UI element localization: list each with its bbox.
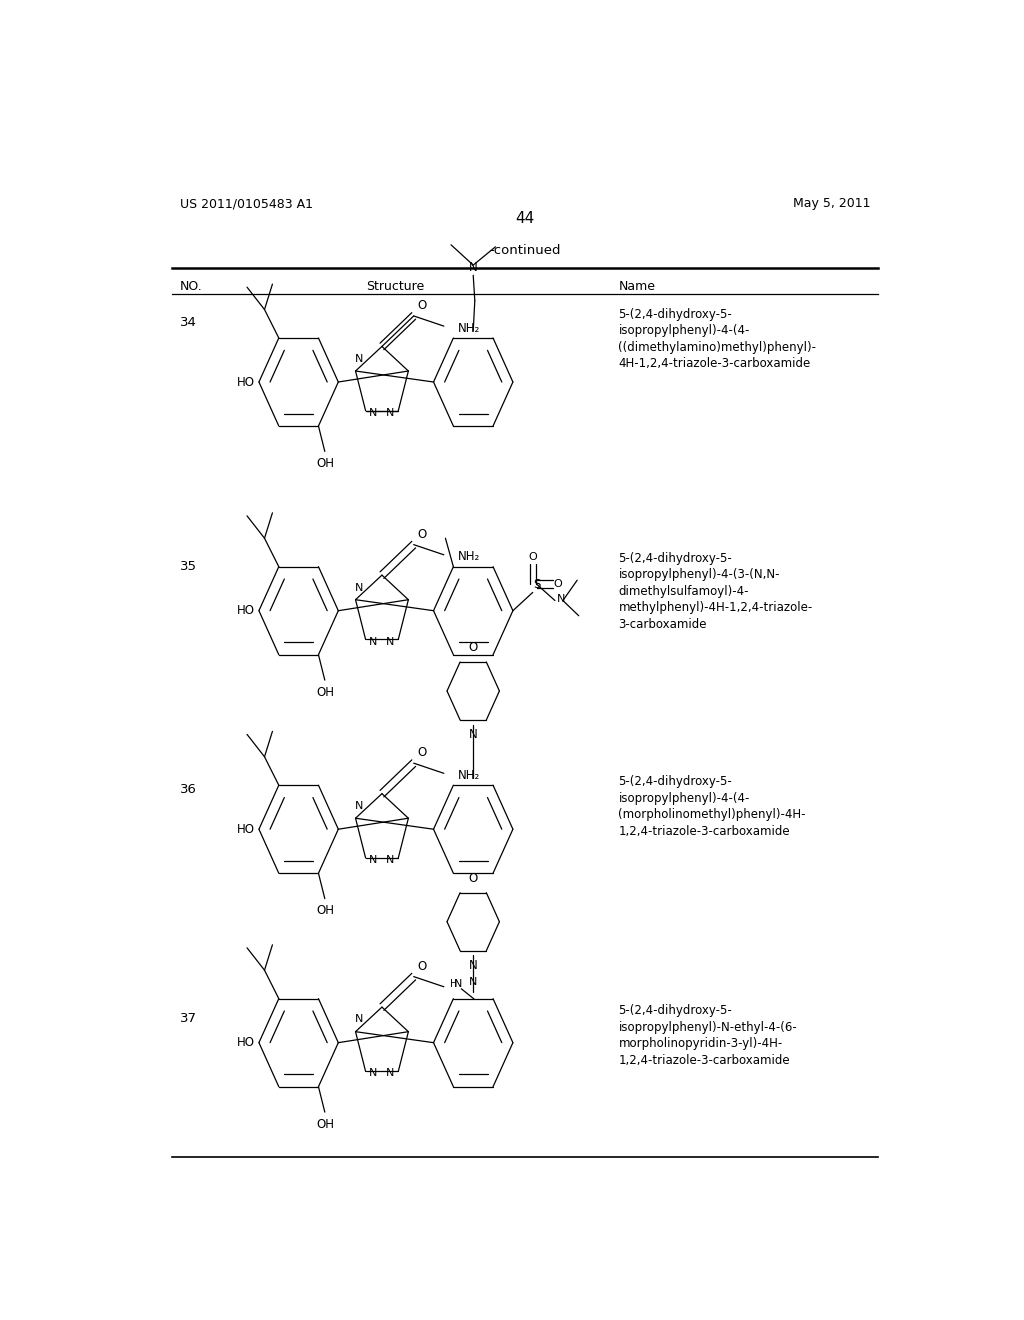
Text: N: N: [386, 408, 394, 418]
Text: N: N: [469, 729, 477, 742]
Text: O: O: [417, 960, 426, 973]
Text: May 5, 2011: May 5, 2011: [793, 197, 870, 210]
Text: N: N: [370, 1068, 378, 1078]
Text: N: N: [454, 978, 462, 989]
Text: 35: 35: [179, 560, 197, 573]
Text: NO.: NO.: [179, 280, 203, 293]
Text: 36: 36: [179, 784, 197, 796]
Text: 37: 37: [179, 1012, 197, 1026]
Text: O: O: [528, 552, 538, 562]
Text: 5-(2,4-dihydroxy-5-
isopropylphenyl)-N-ethyl-4-(6-
morpholinopyridin-3-yl)-4H-
1: 5-(2,4-dihydroxy-5- isopropylphenyl)-N-e…: [618, 1005, 798, 1067]
Text: HO: HO: [237, 822, 255, 836]
Text: 5-(2,4-dihydroxy-5-
isopropylphenyl)-4-(4-
((dimethylamino)methyl)phenyl)-
4H-1,: 5-(2,4-dihydroxy-5- isopropylphenyl)-4-(…: [618, 308, 816, 371]
Text: N: N: [469, 977, 477, 986]
Text: O: O: [417, 300, 426, 313]
Text: 34: 34: [179, 315, 197, 329]
Text: OH: OH: [316, 1118, 335, 1131]
Text: 5-(2,4-dihydroxy-5-
isopropylphenyl)-4-(3-(N,N-
dimethylsulfamoyl)-4-
methylphen: 5-(2,4-dihydroxy-5- isopropylphenyl)-4-(…: [618, 552, 813, 631]
Text: -continued: -continued: [489, 244, 560, 257]
Text: HO: HO: [237, 1036, 255, 1049]
Text: N: N: [386, 855, 394, 865]
Text: N: N: [386, 1068, 394, 1078]
Text: OH: OH: [316, 457, 335, 470]
Text: OH: OH: [316, 904, 335, 917]
Text: HO: HO: [237, 605, 255, 618]
Text: N: N: [355, 801, 364, 810]
Text: N: N: [469, 958, 477, 972]
Text: HO: HO: [237, 375, 255, 388]
Text: O: O: [469, 871, 478, 884]
Text: US 2011/0105483 A1: US 2011/0105483 A1: [179, 197, 312, 210]
Text: O: O: [417, 528, 426, 541]
Text: N: N: [370, 855, 378, 865]
Text: 5-(2,4-dihydroxy-5-
isopropylphenyl)-4-(4-
(morpholinomethyl)phenyl)-4H-
1,2,4-t: 5-(2,4-dihydroxy-5- isopropylphenyl)-4-(…: [618, 775, 806, 838]
Text: N: N: [386, 636, 394, 647]
Text: NH₂: NH₂: [458, 322, 480, 335]
Text: O: O: [554, 579, 562, 589]
Text: N: N: [355, 1015, 364, 1024]
Text: S: S: [534, 578, 541, 591]
Text: Structure: Structure: [367, 280, 424, 293]
Text: NH₂: NH₂: [458, 550, 480, 564]
Text: NH₂: NH₂: [458, 768, 480, 781]
Text: N: N: [370, 408, 378, 418]
Text: Name: Name: [618, 280, 655, 293]
Text: N: N: [355, 582, 364, 593]
Text: N: N: [370, 636, 378, 647]
Text: N: N: [469, 260, 477, 273]
Text: O: O: [417, 747, 426, 759]
Text: 44: 44: [515, 211, 535, 226]
Text: H: H: [450, 978, 457, 989]
Text: N: N: [557, 594, 565, 603]
Text: N: N: [355, 354, 364, 364]
Text: OH: OH: [316, 686, 335, 698]
Text: O: O: [469, 640, 478, 653]
